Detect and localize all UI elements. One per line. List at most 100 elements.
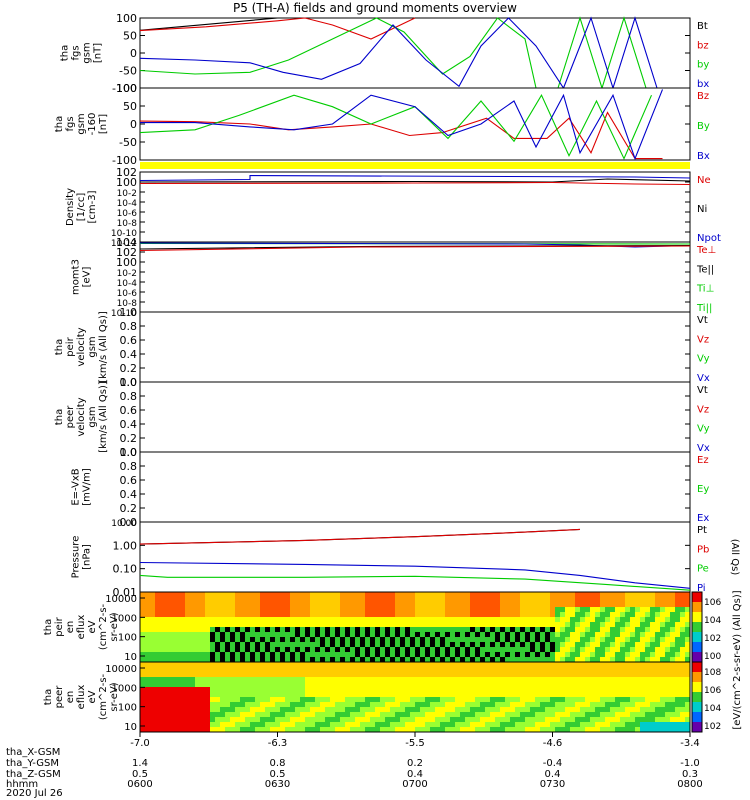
heatmap-cell bbox=[370, 717, 376, 723]
heatmap-cell bbox=[450, 722, 456, 728]
heatmap-cell bbox=[640, 667, 646, 673]
heatmap-cell bbox=[205, 617, 211, 623]
heatmap-cell bbox=[420, 602, 426, 608]
heatmap-cell bbox=[185, 707, 191, 713]
heatmap-cell bbox=[640, 612, 646, 618]
heatmap-cell bbox=[680, 607, 686, 613]
heatmap-cell bbox=[225, 617, 231, 623]
heatmap-cell bbox=[360, 717, 366, 723]
heatmap-cell bbox=[180, 662, 186, 668]
heatmap-cell bbox=[170, 687, 176, 693]
heatmap-cell bbox=[345, 722, 351, 728]
heatmap-cell bbox=[270, 687, 276, 693]
heatmap-cell bbox=[605, 632, 611, 638]
heatmap-cell bbox=[230, 667, 236, 673]
heatmap-cell bbox=[580, 702, 586, 708]
heatmap-cell bbox=[545, 687, 551, 693]
heatmap-cell bbox=[280, 637, 286, 643]
heatmap-cell bbox=[175, 702, 181, 708]
heatmap-cell bbox=[630, 612, 636, 618]
heatmap-cell bbox=[625, 712, 631, 718]
heatmap-cell bbox=[375, 592, 381, 598]
heatmap-cell bbox=[415, 602, 421, 608]
heatmap-cell bbox=[345, 627, 351, 633]
heatmap-cell bbox=[230, 627, 236, 633]
heatmap-cell bbox=[515, 692, 521, 698]
heatmap-cell bbox=[295, 717, 301, 723]
y-axis-label-line: en bbox=[65, 621, 76, 634]
heatmap-cell bbox=[330, 702, 336, 708]
heatmap-cell bbox=[685, 627, 691, 633]
heatmap-cell bbox=[485, 667, 491, 673]
heatmap-cell bbox=[570, 642, 576, 648]
heatmap-cell bbox=[525, 652, 531, 658]
heatmap-cell bbox=[520, 722, 526, 728]
heatmap-cell bbox=[555, 712, 561, 718]
heatmap-cell bbox=[390, 692, 396, 698]
heatmap-cell bbox=[500, 637, 506, 643]
heatmap-cell bbox=[185, 632, 191, 638]
heatmap-cell bbox=[310, 662, 316, 668]
heatmap-cell bbox=[595, 717, 601, 723]
heatmap-cell bbox=[500, 707, 506, 713]
heatmap-cell bbox=[425, 647, 431, 653]
heatmap-cell bbox=[445, 702, 451, 708]
heatmap-cell bbox=[420, 607, 426, 613]
heatmap-cell bbox=[285, 707, 291, 713]
heatmap-cell bbox=[410, 612, 416, 618]
heatmap-cell bbox=[430, 662, 436, 668]
heatmap-cell bbox=[485, 597, 491, 603]
colorbar-segment bbox=[692, 612, 702, 623]
heatmap-cell bbox=[310, 622, 316, 628]
heatmap-cell bbox=[340, 712, 346, 718]
heatmap-cell bbox=[610, 712, 616, 718]
heatmap-cell bbox=[430, 607, 436, 613]
heatmap-cell bbox=[430, 667, 436, 673]
heatmap-cell bbox=[245, 602, 251, 608]
heatmap-cell bbox=[470, 662, 476, 668]
heatmap-cell bbox=[260, 617, 266, 623]
heatmap-cell bbox=[210, 632, 216, 638]
heatmap-cell bbox=[215, 662, 221, 668]
y-tick-label: 10000 bbox=[105, 664, 137, 675]
y-axis-label-line: velocity bbox=[76, 327, 87, 366]
heatmap-cell bbox=[465, 637, 471, 643]
heatmap-cell bbox=[575, 717, 581, 723]
heatmap-cell bbox=[540, 707, 546, 713]
heatmap-cell bbox=[475, 667, 481, 673]
heatmap-cell bbox=[380, 632, 386, 638]
heatmap-cell bbox=[650, 632, 656, 638]
heatmap-cell bbox=[515, 637, 521, 643]
heatmap-cell bbox=[200, 622, 206, 628]
heatmap-cell bbox=[370, 707, 376, 713]
heatmap-cell bbox=[155, 677, 161, 683]
heatmap-cell bbox=[175, 612, 181, 618]
heatmap-cell bbox=[640, 692, 646, 698]
heatmap-cell bbox=[225, 707, 231, 713]
heatmap-cell bbox=[640, 657, 646, 663]
heatmap-cell bbox=[620, 682, 626, 688]
heatmap-cell bbox=[655, 652, 661, 658]
heatmap-cell bbox=[495, 717, 501, 723]
heatmap-cell bbox=[405, 642, 411, 648]
heatmap-cell bbox=[680, 677, 686, 683]
heatmap-cell bbox=[475, 722, 481, 728]
heatmap-cell bbox=[170, 617, 176, 623]
heatmap-cell bbox=[295, 662, 301, 668]
heatmap-cell bbox=[155, 727, 161, 733]
heatmap-cell bbox=[600, 722, 606, 728]
y-axis-label: Pressure [nPa] bbox=[71, 536, 93, 579]
heatmap-cell bbox=[195, 672, 201, 678]
heatmap-cell bbox=[375, 667, 381, 673]
heatmap-cell bbox=[425, 682, 431, 688]
heatmap-cell bbox=[210, 687, 216, 693]
heatmap-cell bbox=[540, 712, 546, 718]
heatmap-cell bbox=[155, 682, 161, 688]
heatmap-cell bbox=[585, 617, 591, 623]
y-tick-label: -100 bbox=[112, 154, 137, 167]
heatmap-cell bbox=[345, 637, 351, 643]
heatmap-cell bbox=[215, 707, 221, 713]
heatmap-cell bbox=[640, 712, 646, 718]
heatmap-cell bbox=[505, 647, 511, 653]
